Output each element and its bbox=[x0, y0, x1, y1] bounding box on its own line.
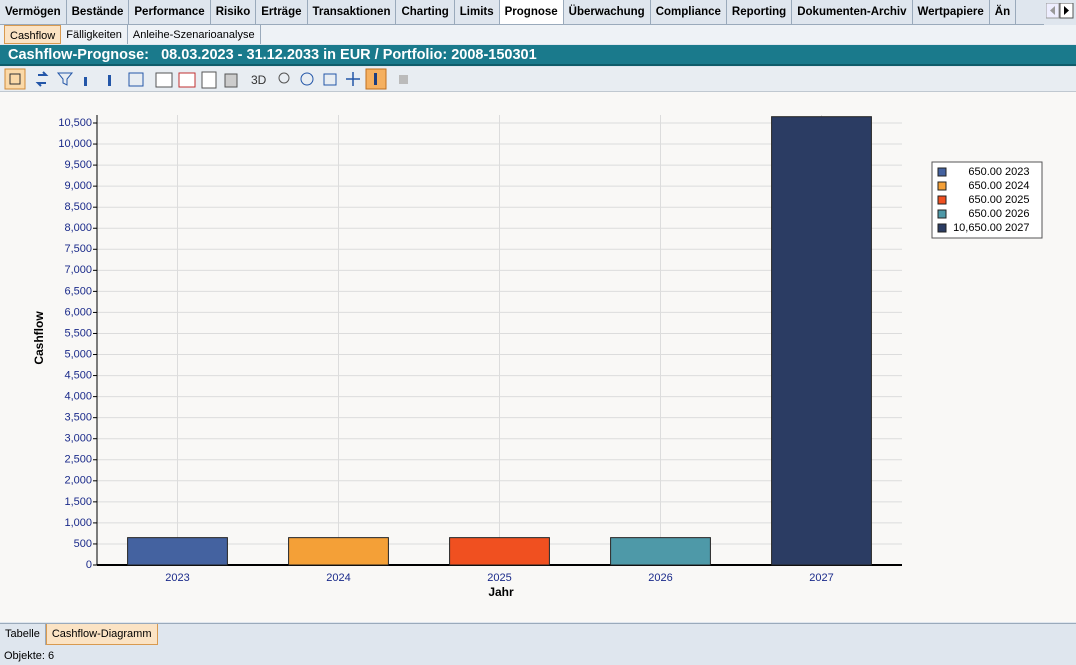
tool-chart2[interactable] bbox=[178, 72, 196, 88]
legend-value: 650.00 bbox=[968, 194, 1002, 206]
y-tick-label: 2,500 bbox=[64, 454, 92, 466]
bottom-tab[interactable]: Cashflow-Diagramm bbox=[45, 624, 158, 645]
bottom-tabs: Tabelle Cashflow-Diagramm bbox=[0, 623, 1076, 645]
sub-tab[interactable]: Fälligkeiten bbox=[61, 25, 128, 44]
y-tick-label: 3,000 bbox=[64, 433, 92, 445]
sub-tab[interactable]: Anleihe-Szenarioanalyse bbox=[128, 25, 261, 44]
legend-category: 2026 bbox=[1005, 208, 1029, 220]
bar bbox=[127, 537, 228, 566]
tool-refresh[interactable] bbox=[35, 71, 49, 87]
main-tab[interactable]: Performance bbox=[129, 0, 211, 24]
y-tick-label: 1,500 bbox=[64, 496, 92, 508]
legend-category: 2027 bbox=[1005, 222, 1029, 234]
main-tab[interactable]: Erträge bbox=[256, 0, 308, 24]
tool-zoom[interactable] bbox=[278, 72, 290, 84]
legend-category: 2024 bbox=[1005, 180, 1029, 192]
bar bbox=[610, 537, 711, 566]
sub-tab[interactable]: Cashflow bbox=[4, 25, 62, 44]
main-tab[interactable]: Reporting bbox=[727, 0, 793, 24]
tool-button[interactable] bbox=[4, 68, 26, 90]
y-tick-label: 7,000 bbox=[64, 264, 92, 276]
y-tick-label: 6,500 bbox=[64, 285, 92, 297]
tool-doc[interactable] bbox=[201, 71, 217, 89]
y-tick-label: 8,000 bbox=[64, 222, 92, 234]
tool-move[interactable] bbox=[323, 73, 337, 86]
x-tick-label: 2023 bbox=[165, 572, 189, 584]
y-tick-label: 5,500 bbox=[64, 327, 92, 339]
legend-swatch bbox=[937, 167, 947, 177]
tool-stop[interactable] bbox=[399, 75, 408, 84]
main-tab[interactable]: Überwachung bbox=[564, 0, 651, 24]
y-axis-title: Cashflow bbox=[32, 311, 46, 365]
main-tab[interactable]: Bestände bbox=[67, 0, 130, 24]
tab-scroll[interactable] bbox=[1046, 3, 1074, 19]
main-tabs: Vermögen Bestände Performance Risiko Erträge… bbox=[0, 0, 1044, 25]
y-tick-label: 4,500 bbox=[64, 369, 92, 381]
main-tab[interactable]: Charting bbox=[396, 0, 455, 24]
x-tick-label: 2025 bbox=[487, 572, 511, 584]
y-tick-label: 9,000 bbox=[64, 180, 92, 192]
x-tick-label: 2027 bbox=[809, 572, 833, 584]
tool-chart[interactable] bbox=[155, 72, 173, 88]
legend-value: 10,650.00 bbox=[953, 222, 1002, 234]
tool-rotate[interactable] bbox=[300, 72, 314, 86]
y-tick-label: 8,500 bbox=[64, 201, 92, 213]
main-tab[interactable]: Vermögen bbox=[0, 0, 67, 24]
legend-box bbox=[931, 161, 1043, 239]
bottom-tab[interactable]: Tabelle bbox=[0, 624, 46, 645]
y-tick-label: 2,000 bbox=[64, 475, 92, 487]
legend-value: 650.00 bbox=[968, 208, 1002, 220]
y-tick-label: 0 bbox=[86, 559, 92, 571]
legend-category: 2023 bbox=[1005, 166, 1029, 178]
main-tab[interactable]: Limits bbox=[455, 0, 500, 24]
chart: Cashflow Jahr 0 500 1,000 1,500 2,000 2,500 3,… bbox=[0, 92, 1076, 622]
main-tab[interactable]: Transaktionen bbox=[308, 0, 397, 24]
tool-filter[interactable] bbox=[56, 72, 74, 86]
bar bbox=[449, 537, 550, 566]
legend-swatch bbox=[937, 223, 947, 233]
legend-value: 650.00 bbox=[968, 180, 1002, 192]
main-tab[interactable]: Prognose bbox=[499, 0, 564, 24]
legend-category: 2025 bbox=[1005, 194, 1029, 206]
tool-columns[interactable] bbox=[128, 72, 144, 87]
main-tab[interactable]: Än bbox=[990, 0, 1017, 24]
y-tick-label: 500 bbox=[74, 538, 92, 550]
y-tick-label: 6,000 bbox=[64, 306, 92, 318]
toolbar: 3D bbox=[0, 67, 1076, 92]
x-tick-label: 2024 bbox=[326, 572, 350, 584]
bar bbox=[771, 116, 872, 566]
y-tick-label: 4,000 bbox=[64, 391, 92, 403]
y-tick-label: 10,000 bbox=[58, 138, 92, 150]
main-tab[interactable]: Dokumenten-Archiv bbox=[792, 0, 913, 24]
main-tab[interactable]: Compliance bbox=[651, 0, 727, 24]
legend-swatch bbox=[937, 195, 947, 205]
y-tick-label: 10,500 bbox=[58, 117, 92, 129]
y-tick-label: 7,500 bbox=[64, 243, 92, 255]
y-tick-label: 5,000 bbox=[64, 348, 92, 360]
main-tab[interactable]: Wertpapiere bbox=[913, 0, 990, 24]
y-tick-label: 9,500 bbox=[64, 159, 92, 171]
sub-tabs: Cashflow Fälligkeiten Anleihe-Szenarioanal… bbox=[0, 25, 1076, 44]
tool-icon bbox=[9, 73, 21, 85]
status-bar: Objekte: 6 bbox=[4, 650, 55, 662]
header-title: Cashflow-Prognose: 08.03.2023 - 31.12.20… bbox=[0, 45, 1076, 66]
y-tick-label: 3,500 bbox=[64, 412, 92, 424]
tool-sort[interactable] bbox=[84, 77, 87, 86]
tool-cross[interactable] bbox=[346, 72, 360, 86]
x-axis-title: Jahr bbox=[488, 585, 514, 599]
y-tick-label: 1,000 bbox=[64, 517, 92, 529]
bar bbox=[288, 537, 389, 566]
tool-delete[interactable] bbox=[224, 73, 238, 88]
legend-swatch bbox=[937, 181, 947, 191]
main-tab[interactable]: Risiko bbox=[211, 0, 257, 24]
legend-value: 650.00 bbox=[968, 166, 1002, 178]
legend-swatch bbox=[937, 209, 947, 219]
tool-info-icon bbox=[374, 73, 377, 85]
tool-3d[interactable]: 3D bbox=[251, 73, 267, 87]
tool-sort2[interactable] bbox=[108, 75, 111, 86]
x-tick-label: 2026 bbox=[648, 572, 672, 584]
